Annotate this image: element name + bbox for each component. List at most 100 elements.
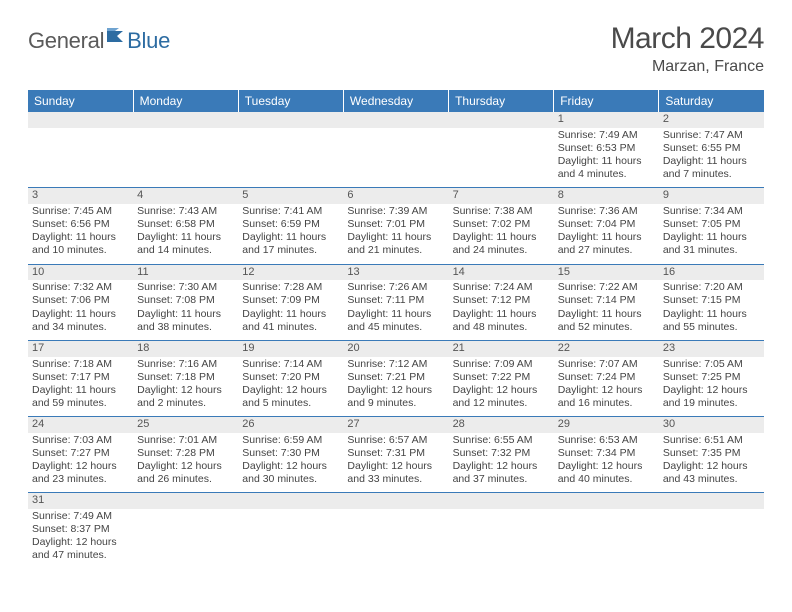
- day-number: 27: [343, 416, 448, 433]
- daylight-text: and 33 minutes.: [347, 473, 444, 486]
- daylight-text: and 14 minutes.: [137, 244, 234, 257]
- day-number: 14: [449, 264, 554, 281]
- daylight-text: Daylight: 12 hours: [32, 536, 129, 549]
- sunrise-text: Sunrise: 7:12 AM: [347, 358, 444, 371]
- daylight-text: and 41 minutes.: [242, 321, 339, 334]
- day-body: Sunrise: 7:39 AMSunset: 7:01 PMDaylight:…: [343, 204, 448, 264]
- sunset-text: Sunset: 7:28 PM: [137, 447, 234, 460]
- weekday-header: Sunday: [28, 90, 133, 112]
- day-body: Sunrise: 6:53 AMSunset: 7:34 PMDaylight:…: [554, 433, 659, 493]
- calendar-cell: 10Sunrise: 7:32 AMSunset: 7:06 PMDayligh…: [28, 264, 133, 340]
- day-number: 9: [659, 187, 764, 204]
- day-body: Sunrise: 7:49 AMSunset: 8:37 PMDaylight:…: [28, 509, 133, 569]
- day-body: Sunrise: 6:55 AMSunset: 7:32 PMDaylight:…: [449, 433, 554, 493]
- daylight-text: Daylight: 12 hours: [242, 460, 339, 473]
- sunrise-text: Sunrise: 7:38 AM: [453, 205, 550, 218]
- location: Marzan, France: [611, 58, 764, 76]
- calendar-cell: [133, 112, 238, 187]
- day-number: 21: [449, 340, 554, 357]
- sunset-text: Sunset: 6:53 PM: [558, 142, 655, 155]
- logo-text-blue: Blue: [127, 28, 170, 54]
- calendar-body: 1Sunrise: 7:49 AMSunset: 6:53 PMDaylight…: [28, 112, 764, 569]
- calendar-cell: 12Sunrise: 7:28 AMSunset: 7:09 PMDayligh…: [238, 264, 343, 340]
- sunrise-text: Sunrise: 6:51 AM: [663, 434, 760, 447]
- day-number: 17: [28, 340, 133, 357]
- sunset-text: Sunset: 6:59 PM: [242, 218, 339, 231]
- day-number: 4: [133, 187, 238, 204]
- calendar-cell: 31Sunrise: 7:49 AMSunset: 8:37 PMDayligh…: [28, 492, 133, 568]
- daylight-text: Daylight: 12 hours: [663, 460, 760, 473]
- header: General Blue March 2024 Marzan, France: [28, 22, 764, 76]
- daylight-text: and 55 minutes.: [663, 321, 760, 334]
- sunrise-text: Sunrise: 6:57 AM: [347, 434, 444, 447]
- day-number: 25: [133, 416, 238, 433]
- sunrise-text: Sunrise: 7:32 AM: [32, 281, 129, 294]
- sunrise-text: Sunrise: 7:34 AM: [663, 205, 760, 218]
- daylight-text: and 38 minutes.: [137, 321, 234, 334]
- daylight-text: and 59 minutes.: [32, 397, 129, 410]
- calendar-row: 31Sunrise: 7:49 AMSunset: 8:37 PMDayligh…: [28, 492, 764, 568]
- calendar-cell: 9Sunrise: 7:34 AMSunset: 7:05 PMDaylight…: [659, 187, 764, 263]
- calendar-head: SundayMondayTuesdayWednesdayThursdayFrid…: [28, 90, 764, 112]
- empty-day: [659, 492, 764, 509]
- sunset-text: Sunset: 7:05 PM: [663, 218, 760, 231]
- sunrise-text: Sunrise: 7:18 AM: [32, 358, 129, 371]
- day-body: Sunrise: 7:01 AMSunset: 7:28 PMDaylight:…: [133, 433, 238, 493]
- calendar-cell: [133, 492, 238, 568]
- sunset-text: Sunset: 7:12 PM: [453, 294, 550, 307]
- sunset-text: Sunset: 6:56 PM: [32, 218, 129, 231]
- day-number: 16: [659, 264, 764, 281]
- sunset-text: Sunset: 6:58 PM: [137, 218, 234, 231]
- empty-day: [343, 112, 448, 128]
- day-number: 29: [554, 416, 659, 433]
- daylight-text: Daylight: 11 hours: [453, 308, 550, 321]
- sunrise-text: Sunrise: 7:14 AM: [242, 358, 339, 371]
- weekday-header: Saturday: [659, 90, 764, 112]
- empty-day: [133, 112, 238, 128]
- day-body: Sunrise: 7:24 AMSunset: 7:12 PMDaylight:…: [449, 280, 554, 340]
- sunset-text: Sunset: 7:11 PM: [347, 294, 444, 307]
- calendar-cell: 28Sunrise: 6:55 AMSunset: 7:32 PMDayligh…: [449, 416, 554, 492]
- calendar-cell: [343, 112, 448, 187]
- day-body: Sunrise: 7:34 AMSunset: 7:05 PMDaylight:…: [659, 204, 764, 264]
- sunset-text: Sunset: 7:09 PM: [242, 294, 339, 307]
- day-number: 7: [449, 187, 554, 204]
- calendar-table: SundayMondayTuesdayWednesdayThursdayFrid…: [28, 90, 764, 569]
- calendar-cell: [449, 112, 554, 187]
- daylight-text: Daylight: 12 hours: [137, 460, 234, 473]
- calendar-cell: 3Sunrise: 7:45 AMSunset: 6:56 PMDaylight…: [28, 187, 133, 263]
- daylight-text: Daylight: 11 hours: [347, 308, 444, 321]
- calendar-cell: 18Sunrise: 7:16 AMSunset: 7:18 PMDayligh…: [133, 340, 238, 416]
- daylight-text: Daylight: 11 hours: [453, 231, 550, 244]
- day-body: Sunrise: 7:49 AMSunset: 6:53 PMDaylight:…: [554, 128, 659, 188]
- calendar-cell: 13Sunrise: 7:26 AMSunset: 7:11 PMDayligh…: [343, 264, 448, 340]
- day-body: Sunrise: 7:03 AMSunset: 7:27 PMDaylight:…: [28, 433, 133, 493]
- day-body: Sunrise: 7:26 AMSunset: 7:11 PMDaylight:…: [343, 280, 448, 340]
- sunrise-text: Sunrise: 7:03 AM: [32, 434, 129, 447]
- sunset-text: Sunset: 7:15 PM: [663, 294, 760, 307]
- day-number: 23: [659, 340, 764, 357]
- daylight-text: Daylight: 12 hours: [663, 384, 760, 397]
- sunrise-text: Sunrise: 7:39 AM: [347, 205, 444, 218]
- day-body: Sunrise: 7:47 AMSunset: 6:55 PMDaylight:…: [659, 128, 764, 188]
- sunset-text: Sunset: 7:08 PM: [137, 294, 234, 307]
- daylight-text: and 5 minutes.: [242, 397, 339, 410]
- calendar-cell: 21Sunrise: 7:09 AMSunset: 7:22 PMDayligh…: [449, 340, 554, 416]
- day-body: Sunrise: 7:36 AMSunset: 7:04 PMDaylight:…: [554, 204, 659, 264]
- weekday-header: Tuesday: [238, 90, 343, 112]
- calendar-row: 1Sunrise: 7:49 AMSunset: 6:53 PMDaylight…: [28, 112, 764, 187]
- day-number: 5: [238, 187, 343, 204]
- daylight-text: and 26 minutes.: [137, 473, 234, 486]
- weekday-header: Wednesday: [343, 90, 448, 112]
- sunrise-text: Sunrise: 7:49 AM: [32, 510, 129, 523]
- daylight-text: and 19 minutes.: [663, 397, 760, 410]
- sunset-text: Sunset: 7:22 PM: [453, 371, 550, 384]
- daylight-text: Daylight: 12 hours: [558, 460, 655, 473]
- day-body: Sunrise: 7:41 AMSunset: 6:59 PMDaylight:…: [238, 204, 343, 264]
- day-body: Sunrise: 7:28 AMSunset: 7:09 PMDaylight:…: [238, 280, 343, 340]
- daylight-text: and 7 minutes.: [663, 168, 760, 181]
- weekday-header: Thursday: [449, 90, 554, 112]
- calendar-cell: 14Sunrise: 7:24 AMSunset: 7:12 PMDayligh…: [449, 264, 554, 340]
- day-number: 11: [133, 264, 238, 281]
- page-title: March 2024: [611, 22, 764, 56]
